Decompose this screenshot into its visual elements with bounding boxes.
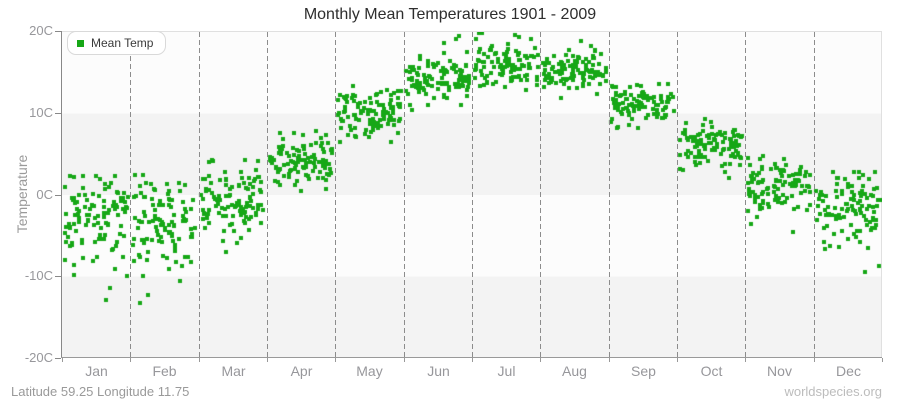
x-tick-mark — [814, 358, 815, 362]
x-tick-mark — [677, 358, 678, 362]
y-tick-label: 10C — [29, 105, 53, 120]
month-separator — [745, 32, 746, 359]
x-tick-mark — [540, 358, 541, 362]
footer-coordinates: Latitude 59.25 Longitude 11.75 — [11, 384, 190, 399]
x-tick-mark — [267, 358, 268, 362]
x-tick-label: Feb — [152, 363, 177, 379]
month-separator — [130, 32, 131, 359]
x-tick-label: Mar — [221, 363, 246, 379]
legend-label: Mean Temp — [91, 36, 154, 50]
month-separator — [814, 32, 815, 359]
y-tick-mark — [55, 358, 61, 359]
y-tick-mark — [55, 31, 61, 32]
month-separator — [609, 32, 610, 359]
x-tick-mark — [745, 358, 746, 362]
month-separator — [199, 32, 200, 359]
x-tick-mark — [62, 358, 63, 362]
y-tick-label: 0C — [36, 187, 53, 202]
x-tick-mark — [404, 358, 405, 362]
x-axis-line — [61, 357, 882, 358]
x-tick-mark — [609, 358, 610, 362]
x-tick-label: Nov — [767, 363, 792, 379]
legend-marker-icon — [77, 39, 84, 47]
x-tick-label: Oct — [700, 363, 723, 379]
plot-area — [62, 31, 882, 359]
y-tick-mark — [55, 276, 61, 277]
legend: Mean Temp — [67, 31, 167, 55]
x-tick-label: May — [356, 363, 383, 379]
x-tick-label: Jun — [427, 363, 450, 379]
x-tick-label: Jan — [85, 363, 108, 379]
y-tick-label: 20C — [29, 23, 53, 38]
month-separator — [404, 32, 405, 359]
month-separator — [472, 32, 473, 359]
x-tick-mark — [882, 358, 883, 362]
x-tick-label: Sep — [631, 363, 656, 379]
x-tick-mark — [130, 358, 131, 362]
x-tick-label: Apr — [290, 363, 313, 379]
chart-title: Monthly Mean Temperatures 1901 - 2009 — [303, 6, 597, 23]
x-tick-mark — [472, 358, 473, 362]
footer-watermark: worldspecies.org — [784, 384, 882, 399]
y-tick-label: -10C — [24, 268, 53, 283]
y-axis-line — [61, 31, 62, 358]
month-separator — [540, 32, 541, 359]
x-tick-mark — [199, 358, 200, 362]
x-tick-mark — [335, 358, 336, 362]
x-tick-label: Jul — [497, 363, 516, 379]
y-tick-mark — [55, 195, 61, 196]
x-tick-label: Aug — [562, 363, 587, 379]
month-separator — [677, 32, 678, 359]
y-tick-label: -20C — [24, 350, 53, 365]
month-separator — [335, 32, 336, 359]
month-separator — [267, 32, 268, 359]
y-tick-mark — [55, 113, 61, 114]
x-tick-label: Dec — [836, 363, 861, 379]
